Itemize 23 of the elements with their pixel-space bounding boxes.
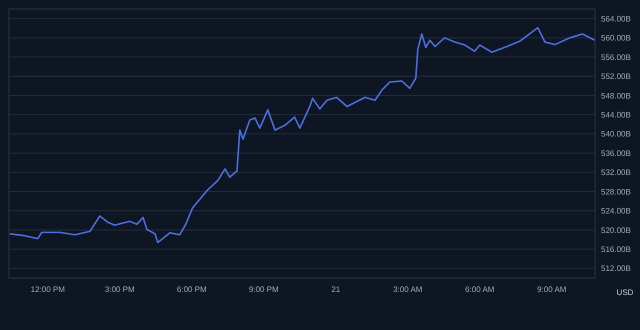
x-tick-label: 6:00 AM [465,285,495,294]
x-tick-label: 9:00 PM [248,285,280,294]
y-tick-label: 556.00B [601,52,631,62]
y-tick-label: 528.00B [601,187,631,196]
y-tick-label: 552.00B [601,72,631,82]
y-tick-label: 540.00B [601,130,631,139]
y-tick-label: 564.00B [601,14,631,24]
x-tick-label: 6:00 PM [176,285,208,294]
x-tick-label: 3:00 AM [393,285,423,294]
y-tick-label: 560.00B [601,34,631,43]
x-tick-label: 9:00 AM [537,285,567,294]
y-tick-label: 532.00B [601,168,631,178]
y-tick-label: 516.00B [601,244,631,254]
y-tick-label: 512.00B [601,264,631,274]
y-axis-title: USD [616,288,634,297]
y-tick-label: 536.00B [601,148,631,158]
y-tick-label: 544.00B [601,110,631,120]
y-tick-label: 524.00B [601,206,631,216]
x-tick-label: 12:00 PM [30,285,66,294]
x-tick-label: 3:00 PM [104,285,136,294]
y-tick-label: 520.00B [601,226,631,235]
x-tick-label: 21 [331,285,341,294]
y-tick-label: 548.00B [601,91,631,100]
